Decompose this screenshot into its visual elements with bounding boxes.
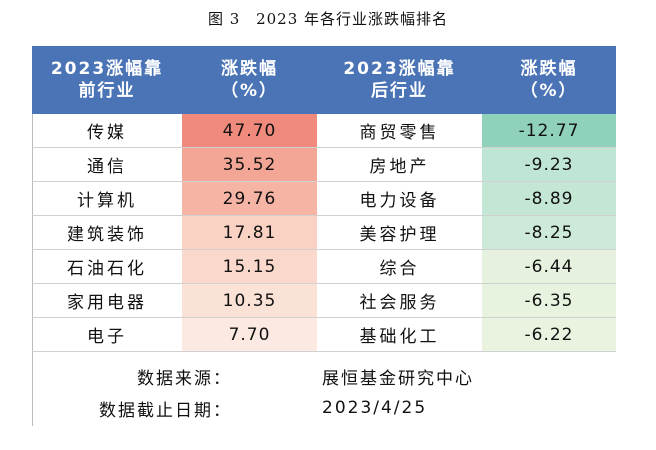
top-pct-cell: 15.15 xyxy=(182,249,317,284)
table-body: 传媒 47.70 商贸零售 -12.77 通信 35.52 房地产 -9.23 计算机 29.76… xyxy=(32,114,616,352)
bottom-industry-cell: 电力设备 xyxy=(317,181,482,216)
top-industry-cell: 石油石化 xyxy=(32,249,182,284)
top-pct-cell: 7.70 xyxy=(182,317,317,352)
bottom-pct-cell: -6.35 xyxy=(482,283,616,318)
top-pct-cell: 29.76 xyxy=(182,181,317,216)
top-pct-cell: 35.52 xyxy=(182,147,317,182)
bottom-pct-cell: -8.89 xyxy=(482,181,616,216)
bottom-pct-cell: -6.44 xyxy=(482,249,616,284)
date-row: 数据截止日期： 2023/4/25 xyxy=(32,392,616,424)
header-top-industry: 2023涨幅靠 前行业 xyxy=(32,46,182,114)
table-row: 家用电器 10.35 社会服务 -6.35 xyxy=(32,283,616,318)
table-row: 计算机 29.76 电力设备 -8.89 xyxy=(32,181,616,216)
figure-title: 2023 年各行业涨跌幅排名 xyxy=(256,10,449,28)
header-bottom-pct: 涨跌幅 （%） xyxy=(482,46,616,114)
top-pct-cell: 17.81 xyxy=(182,215,317,250)
bottom-pct-cell: -9.23 xyxy=(482,147,616,182)
top-industry-cell: 计算机 xyxy=(32,181,182,216)
top-pct-cell: 10.35 xyxy=(182,283,317,318)
footer-notes: 数据来源： 展恒基金研究中心 数据截止日期： 2023/4/25 xyxy=(32,360,616,424)
date-label: 数据截止日期： xyxy=(99,400,232,421)
top-pct-cell: 47.70 xyxy=(182,114,317,148)
bottom-pct-cell: -12.77 xyxy=(482,114,616,148)
table-row: 建筑装饰 17.81 美容护理 -8.25 xyxy=(32,215,616,250)
bottom-pct-cell: -8.25 xyxy=(482,215,616,250)
ranking-table-frame: 2023涨幅靠 前行业 涨跌幅 （%） 2023涨幅靠 后行业 涨跌幅 （%） … xyxy=(32,46,616,352)
header-bottom-industry: 2023涨幅靠 后行业 xyxy=(317,46,482,114)
source-label: 数据来源： xyxy=(137,368,232,389)
bottom-industry-cell: 基础化工 xyxy=(317,317,482,352)
top-industry-cell: 通信 xyxy=(32,147,182,182)
bottom-industry-cell: 综合 xyxy=(317,249,482,284)
figure-number: 图 3 xyxy=(207,10,241,28)
table-row: 通信 35.52 房地产 -9.23 xyxy=(32,147,616,182)
top-industry-cell: 建筑装饰 xyxy=(32,215,182,250)
table-row: 电子 7.70 基础化工 -6.22 xyxy=(32,317,616,352)
bottom-industry-cell: 商贸零售 xyxy=(317,114,482,148)
header-row: 2023涨幅靠 前行业 涨跌幅 （%） 2023涨幅靠 后行业 涨跌幅 （%） xyxy=(32,46,616,114)
bottom-industry-cell: 社会服务 xyxy=(317,283,482,318)
top-industry-cell: 电子 xyxy=(32,317,182,352)
source-row: 数据来源： 展恒基金研究中心 xyxy=(32,360,616,392)
top-industry-cell: 传媒 xyxy=(32,114,182,148)
bottom-industry-cell: 房地产 xyxy=(317,147,482,182)
table-row: 石油石化 15.15 综合 -6.44 xyxy=(32,249,616,284)
top-industry-cell: 家用电器 xyxy=(32,283,182,318)
header-top-pct: 涨跌幅 （%） xyxy=(182,46,317,114)
source-value: 展恒基金研究中心 xyxy=(322,368,474,389)
figure-caption: 图 3 2023 年各行业涨跌幅排名 xyxy=(0,8,656,29)
ranking-table: 2023涨幅靠 前行业 涨跌幅 （%） 2023涨幅靠 后行业 涨跌幅 （%） … xyxy=(32,46,616,352)
bottom-industry-cell: 美容护理 xyxy=(317,215,482,250)
date-value: 2023/4/25 xyxy=(322,398,428,418)
bottom-pct-cell: -6.22 xyxy=(482,317,616,352)
table-row: 传媒 47.70 商贸零售 -12.77 xyxy=(32,114,616,148)
